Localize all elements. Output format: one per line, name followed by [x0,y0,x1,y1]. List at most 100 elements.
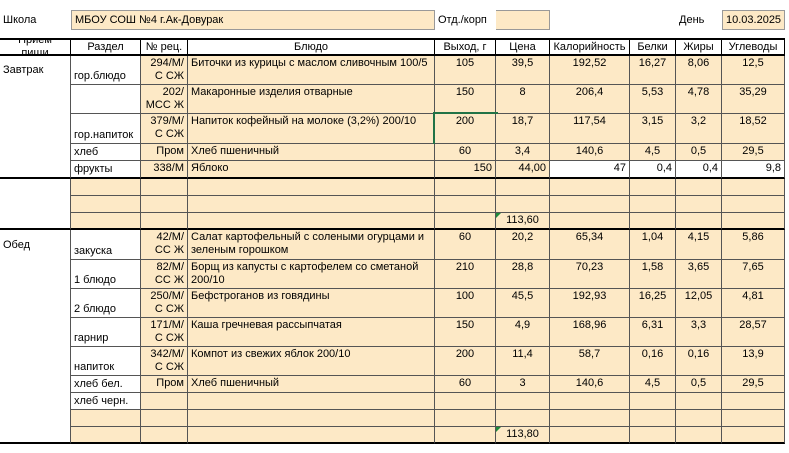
portion [435,213,496,230]
dish: Компот из свежих яблок 200/10 [188,347,435,376]
column-header: Прием пищи [0,38,71,56]
column-header: Жиры [676,38,722,56]
protein: 0,4 [630,161,676,179]
calories: 58,7 [550,347,630,376]
calories [550,427,630,444]
section: хлеб черн. [71,393,141,410]
recipe-no [141,427,188,444]
portion [435,427,496,444]
dish: Каша гречневая рассыпчатая [188,318,435,347]
carbs [722,427,785,444]
section [71,410,141,427]
section: гор.блюдо [71,56,141,85]
portion [435,196,496,213]
recipe-no: Пром [141,144,188,161]
portion: 60 [435,376,496,393]
dept-value [496,10,550,30]
portion: 200 [433,112,498,146]
section: закуска [71,230,141,260]
portion: 60 [435,144,496,161]
protein: 6,31 [630,318,676,347]
meal [0,289,71,318]
fat: 0,4 [676,161,722,179]
protein: 4,5 [630,144,676,161]
calories [550,196,630,213]
calories: 168,96 [550,318,630,347]
price: 3 [496,376,550,393]
portion [435,410,496,427]
protein: 16,27 [630,56,676,85]
carbs: 5,86 [722,230,785,260]
section: 2 блюдо [71,289,141,318]
meal [0,376,71,393]
portion [435,393,496,410]
portion: 60 [435,230,496,260]
dish: Яблоко [188,161,435,179]
meal [0,393,71,410]
calories: 140,6 [550,144,630,161]
carbs: 29,5 [722,144,785,161]
protein: 3,15 [630,114,676,144]
carbs [722,410,785,427]
dish: Макаронные изделия отварные [188,85,435,114]
dish: Салат картофельный с солеными огурцами и… [188,230,435,260]
portion [435,179,496,196]
meal [0,427,71,444]
fat: 0,5 [676,376,722,393]
carbs: 12,5 [722,56,785,85]
section: 1 блюдо [71,260,141,289]
calories: 206,4 [550,85,630,114]
fat: 8,06 [676,56,722,85]
dish [188,427,435,444]
meal [0,179,71,196]
protein: 16,25 [630,289,676,318]
dish: Хлеб пшеничный [188,144,435,161]
portion: 150 [435,161,496,179]
dish [188,196,435,213]
portion: 150 [435,85,496,114]
meal [0,260,71,289]
fat: 3,3 [676,318,722,347]
recipe-no [141,410,188,427]
section [71,213,141,230]
dish: Бефстроганов из говядины [188,289,435,318]
calories: 47 [550,161,630,179]
recipe-no: 342/М/С СЖ [141,347,188,376]
day-label: День [679,13,705,26]
meal [0,114,71,144]
meal [0,161,71,179]
price: 11,4 [496,347,550,376]
section: напиток [71,347,141,376]
meal [0,144,71,161]
protein: 4,5 [630,376,676,393]
calories: 192,93 [550,289,630,318]
carbs: 7,65 [722,260,785,289]
price: 8 [496,85,550,114]
carbs: 35,29 [722,85,785,114]
recipe-no: 82/М/СС Ж [141,260,188,289]
recipe-no: 42/М/СС Ж [141,230,188,260]
recipe-no [141,196,188,213]
section: гор.напиток [71,114,141,144]
section: хлеб бел. [71,376,141,393]
meal [0,410,71,427]
section [71,179,141,196]
protein [630,410,676,427]
fat: 4,15 [676,230,722,260]
calories: 65,34 [550,230,630,260]
price: 45,5 [496,289,550,318]
calories [550,179,630,196]
cell-marker [496,213,501,218]
dish: Хлеб пшеничный [188,376,435,393]
column-header: Белки [630,38,676,56]
section: фрукты [71,161,141,179]
column-header: Раздел [71,38,141,56]
price: 113,80 [496,427,550,444]
price: 4,9 [496,318,550,347]
protein: 1,58 [630,260,676,289]
protein [630,196,676,213]
calories: 192,52 [550,56,630,85]
portion: 200 [435,347,496,376]
recipe-no [141,213,188,230]
column-header: Блюдо [188,38,435,56]
